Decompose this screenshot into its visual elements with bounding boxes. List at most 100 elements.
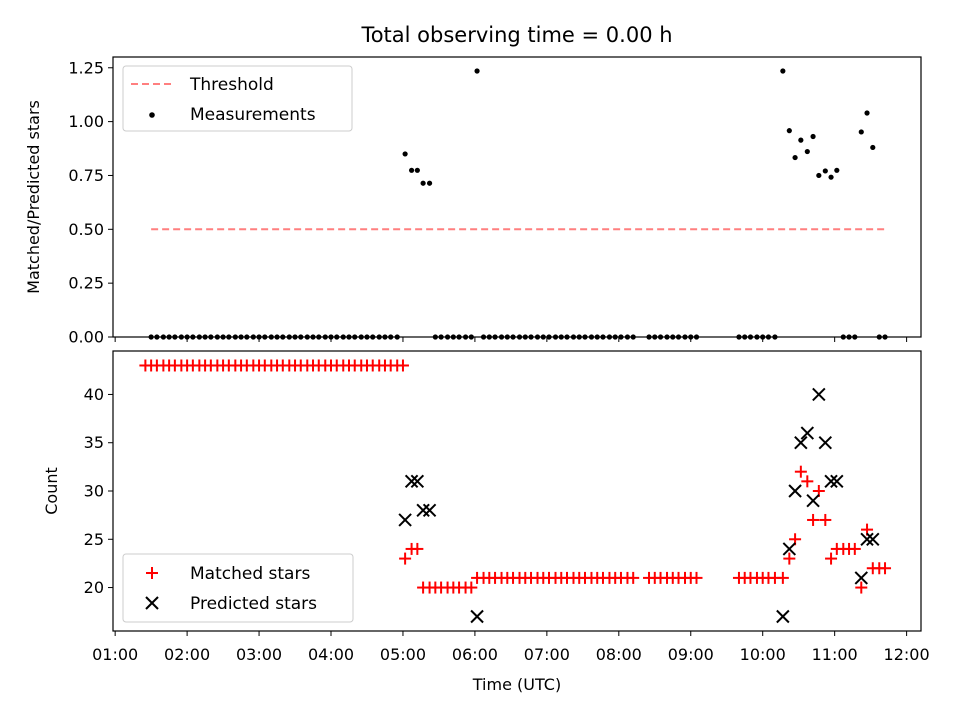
x-tick-label: 09:00 [668, 645, 714, 664]
matched-point [627, 571, 640, 584]
matched-legend-label: Matched stars [190, 564, 310, 584]
predicted-point [794, 436, 808, 450]
ratio-legend: Threshold Measurements [122, 65, 353, 132]
predicted-point [422, 503, 437, 518]
matched-point [399, 552, 412, 565]
predicted-legend-label: Predicted stars [190, 594, 317, 614]
matched-point [801, 475, 814, 488]
x-tick-label: 12:00 [884, 645, 930, 664]
predicted-point [830, 474, 844, 489]
count-panel: 20 25 30 35 40 01:00 02:00 03:00 04:00 05:00 06:0… [42, 350, 930, 694]
predicted-point [470, 609, 484, 624]
measurement-point [816, 172, 822, 179]
ratio-legend-box [122, 65, 353, 132]
measurement-point [780, 68, 786, 74]
count-y-tick-label: 40 [84, 385, 104, 404]
measurement-point [822, 168, 828, 174]
matched-point [819, 513, 832, 526]
matched-point [465, 581, 478, 594]
predicted-point [410, 474, 425, 489]
ratio-y-label: Matched/Predicted stars [24, 100, 43, 294]
predicted-point [860, 532, 874, 546]
count-y-ticks: 20 25 30 35 40 [84, 385, 113, 597]
measurements-legend-swatch [149, 112, 155, 118]
x-tick-label: 01:00 [92, 645, 138, 664]
x-tick-label: 03:00 [236, 645, 282, 664]
measurement-point [474, 68, 480, 74]
predicted-point [824, 474, 838, 489]
count-y-tick-label: 25 [84, 530, 104, 549]
count-y-label: Count [42, 467, 61, 515]
ratio-panel-frame [112, 56, 922, 338]
ratio-y-tick-label: 0.00 [68, 328, 104, 347]
predicted-points [398, 387, 880, 624]
matched-point [776, 571, 789, 584]
x-tick-label: 07:00 [524, 645, 570, 664]
ratio-y-tick-label: 0.50 [68, 220, 104, 239]
x-tick-label: 04:00 [308, 645, 354, 664]
predicted-point [812, 387, 826, 402]
ratio-y-tick-label: 1.25 [68, 58, 104, 77]
x-axis-label: Time (UTC) [472, 675, 561, 694]
matched-point [396, 359, 409, 372]
predicted-point [398, 513, 412, 527]
measurement-point [426, 180, 433, 186]
matched-legend-swatch [146, 567, 158, 579]
ratio-y-ticks: 0.00 0.25 0.50 0.75 1.00 1.25 [68, 58, 113, 347]
measurement-point [402, 151, 408, 157]
predicted-point [788, 484, 802, 498]
measurement-point [828, 174, 834, 180]
x-tick-label: 02:00 [164, 645, 210, 664]
matched-point [825, 552, 838, 565]
measurement-point [834, 167, 840, 173]
x-tick-label: 08:00 [596, 645, 642, 664]
predicted-legend-swatch [145, 596, 159, 610]
measurement-point [798, 137, 804, 143]
ratio-x-ticks [114, 337, 908, 342]
matched-point [855, 581, 868, 594]
matched-point [411, 542, 424, 555]
ratio-panel: 0.00 0.25 0.50 0.75 1.00 1.25 Matched/Predict… [24, 56, 922, 347]
predicted-point [776, 609, 790, 624]
count-x-ticks: 01:00 02:00 03:00 04:00 05:00 06:00 07:00 08:00… [92, 631, 930, 664]
measurement-point [810, 133, 816, 140]
x-tick-label: 05:00 [380, 645, 426, 664]
predicted-point [404, 474, 419, 489]
x-tick-label: 10:00 [740, 645, 786, 664]
ratio-y-tick-label: 0.75 [68, 166, 104, 185]
chart-title: Total observing time = 0.00 h [360, 23, 672, 47]
ratio-y-tick-label: 0.25 [68, 274, 104, 293]
measurement-point [804, 148, 810, 155]
count-legend-box [122, 553, 354, 623]
x-tick-label: 11:00 [812, 645, 858, 664]
count-legend: Matched stars Predicted stars [122, 553, 354, 623]
matched-point [807, 513, 820, 526]
matched-points [139, 359, 892, 594]
matched-point [879, 562, 892, 575]
measurement-point [786, 128, 792, 134]
measurement-point [864, 110, 870, 116]
measurement-point [420, 180, 426, 186]
count-y-tick-label: 30 [84, 482, 104, 501]
threshold-legend-label: Threshold [189, 75, 274, 95]
measurement-point [870, 144, 876, 151]
predicted-point [806, 493, 820, 508]
predicted-point [866, 532, 880, 546]
predicted-point [416, 503, 430, 518]
measurement-point [408, 167, 415, 173]
x-tick-label: 06:00 [452, 645, 498, 664]
measurement-point [858, 129, 864, 135]
matched-point [690, 571, 703, 584]
measurements-legend-label: Measurements [190, 105, 316, 125]
matched-point [794, 465, 807, 478]
predicted-point [854, 571, 868, 585]
predicted-point [800, 426, 815, 440]
ratio-y-tick-label: 1.00 [68, 112, 104, 131]
measurement-point [414, 167, 420, 173]
count-y-tick-label: 35 [84, 433, 104, 452]
predicted-point [818, 436, 833, 450]
predicted-point [782, 542, 797, 556]
measurement-point [792, 154, 798, 161]
matched-point [848, 542, 861, 555]
